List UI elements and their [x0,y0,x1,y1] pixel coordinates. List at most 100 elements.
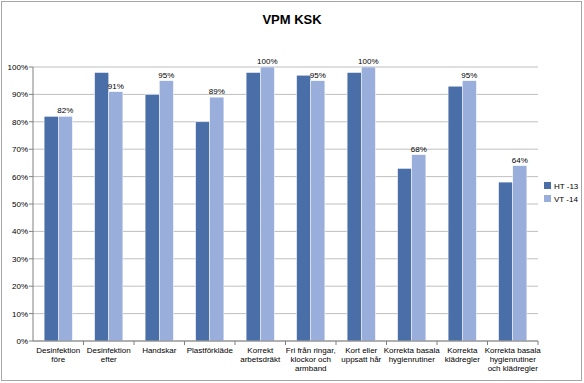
category-label-line: efter [101,355,117,364]
category-label-line: klockor och [291,355,331,364]
bar [44,116,58,341]
tick-label: 20% [12,282,28,291]
category-label: Korrekta basalahygienrutineroch klädregl… [485,346,542,373]
legend-label: HT -13 [554,182,579,191]
x-tick [386,341,387,345]
x-tick [184,341,185,345]
category-label: Korrektaklädregler [445,346,480,364]
tick-mark [29,94,33,95]
x-tick [538,341,539,345]
bars [44,67,527,341]
category-label-line: Desinfektion [36,346,80,355]
tick-mark [29,204,33,205]
category-label-line: Handskar [142,346,177,355]
category-label-line: Korrekta [447,346,478,355]
category-label: Korrektarbetsdräkt [240,346,281,364]
bar [448,86,462,341]
tick-label: 30% [12,255,28,264]
bar [347,72,361,341]
tick-label: 50% [12,200,28,209]
tick-mark [29,286,33,287]
tick-label: 0% [16,337,28,346]
x-tick [336,341,337,345]
bar [499,182,513,341]
category-label: Kort elleruppsatt hår [341,346,381,364]
tick-label: 10% [12,310,28,319]
bar [210,97,224,341]
legend-label: VT -14 [554,195,578,204]
legend-swatch [544,182,551,189]
x-tick [285,341,286,345]
tick-mark [29,121,33,122]
bar [95,72,109,341]
category-label: Plastförkläde [187,346,234,355]
tick-label: 40% [12,227,28,236]
category-label: Fri från ringar,klockor ocharmband [286,346,336,373]
title: VPM KSK [262,12,322,27]
tick-label: 90% [12,90,28,99]
bar [297,75,311,341]
data-label: 82% [57,106,73,115]
bar [109,92,123,341]
tick-label: 100% [8,63,28,72]
x-tick [134,341,135,345]
category-label-line: Fri från ringar, [286,346,336,355]
data-label: 95% [461,71,477,80]
bar [398,168,412,341]
chart-frame [2,2,582,381]
bar [361,67,375,341]
category-label-line: hygienrutiner [389,355,436,364]
tick-mark [29,258,33,259]
category-label-line: klädregler [445,355,480,364]
x-tick [437,341,438,345]
category-label-line: armband [295,364,327,373]
tick-mark [29,176,33,177]
grid-line [33,67,538,68]
category-label-line: hygienrutiner [490,355,537,364]
category-label-line: Kort eller [345,346,377,355]
data-label: 95% [310,71,326,80]
category-label: Desinfektionföre [36,346,80,364]
tick-mark [29,67,33,68]
category-label: Desinfektionefter [87,346,131,364]
bar [412,155,426,341]
plot-area [33,67,538,341]
x-tick [487,341,488,345]
category-label-line: Desinfektion [87,346,131,355]
category-label-line: arbetsdräkt [240,355,281,364]
category-label-line: uppsatt hår [341,355,381,364]
category-label-line: före [51,355,65,364]
data-label: 95% [158,71,174,80]
x-tick [83,341,84,345]
category-label: Korrekta basalahygienrutiner [384,346,441,364]
tick-label: 60% [12,173,28,182]
data-label: 68% [411,145,427,154]
data-label: 100% [358,57,378,66]
chart: VPM KSK 0% 10% 20% 30% 40% 50% 60% 70% 80% 90% 100%… [0,0,584,383]
category-label-line: Korrekta basala [485,346,542,355]
tick-mark [29,341,33,342]
category-label-line: Korrekta basala [384,346,441,355]
legend-swatch [544,195,551,202]
tick-mark [29,149,33,150]
tick-mark [29,231,33,232]
category-label: Handskar [142,346,177,355]
y-axis [33,67,34,341]
data-label: 91% [108,82,124,91]
data-labels: 82%91%95%89%100%95%100%68%95%64% [57,57,528,165]
bar [246,72,260,341]
bar [311,81,325,341]
bar [58,116,72,341]
bar [145,94,159,341]
category-label-line: och klädregler [488,364,539,373]
category-label-line: Plastförkläde [187,346,234,355]
tick-label: 80% [12,118,28,127]
tick-label: 70% [12,145,28,154]
bar [260,67,274,341]
legend: HT -13 VT -14 [544,182,579,204]
bar [513,166,527,341]
bar [159,81,173,341]
data-label: 89% [209,87,225,96]
data-label: 100% [257,57,277,66]
bar [462,81,476,341]
